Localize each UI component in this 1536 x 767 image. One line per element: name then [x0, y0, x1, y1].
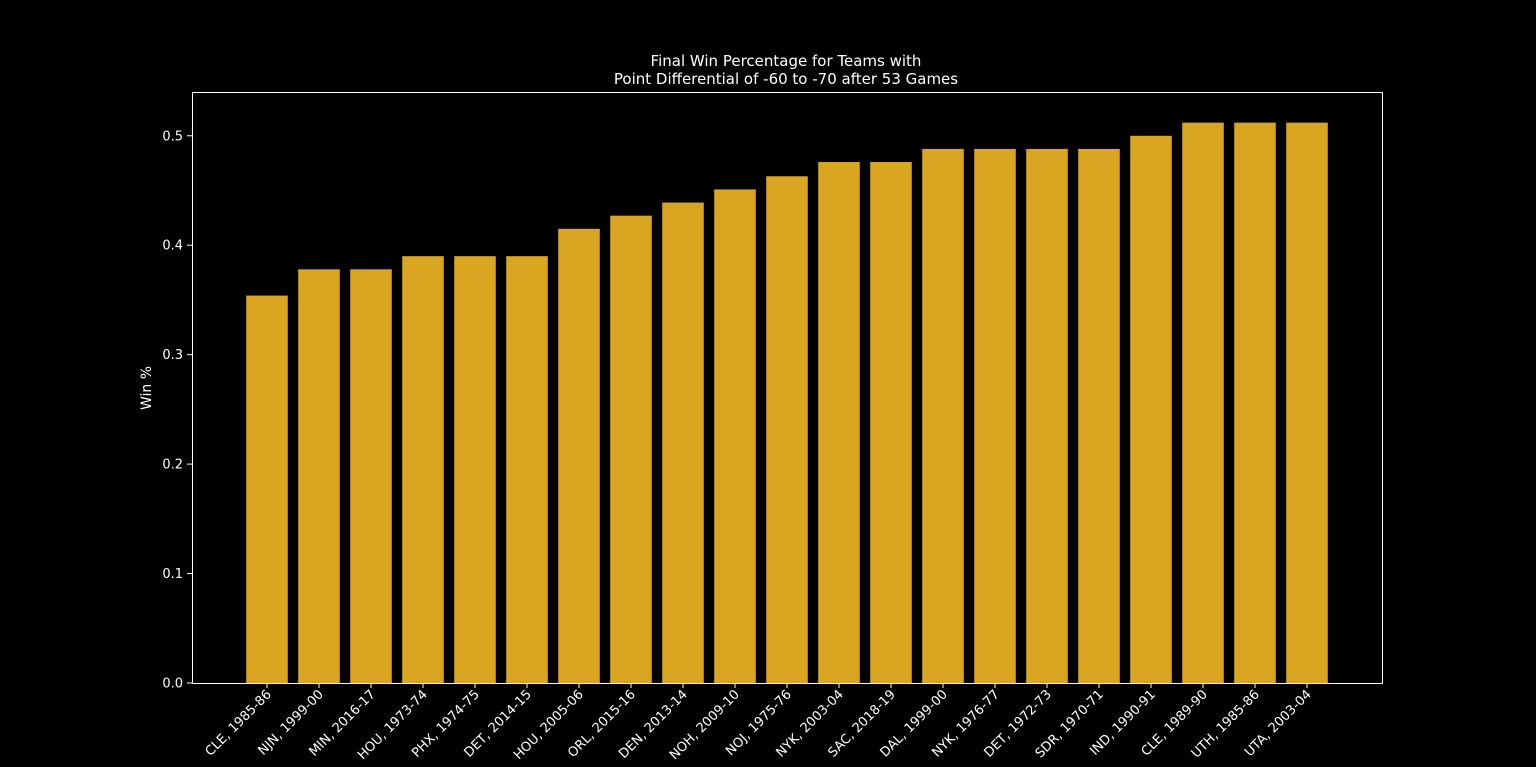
bar-15 — [1026, 148, 1068, 683]
bar-7 — [610, 215, 652, 684]
bar-8 — [662, 202, 704, 684]
y-tick-label: 0.1 — [162, 567, 183, 582]
y-tick-label: 0.5 — [162, 129, 183, 144]
bar-11 — [818, 162, 860, 684]
bar-19 — [1234, 122, 1276, 683]
bar-1 — [298, 269, 340, 683]
y-axis-label: Win % — [139, 366, 155, 410]
y-tick-label: 0.3 — [162, 348, 183, 363]
bar-18 — [1182, 122, 1224, 683]
bar-16 — [1078, 148, 1120, 683]
bar-2 — [350, 269, 392, 683]
bar-6 — [558, 228, 600, 683]
bar-3 — [402, 256, 444, 683]
chart-title-line-1: Final Win Percentage for Teams with — [651, 52, 922, 70]
y-tick-label: 0.2 — [162, 458, 183, 473]
bar-14 — [974, 148, 1016, 683]
y-tick-label: 0.0 — [162, 677, 183, 692]
chart-title-line-2: Point Differential of -60 to -70 after 5… — [614, 70, 958, 88]
bar-0 — [246, 295, 288, 683]
bar-12 — [870, 162, 912, 684]
y-tick-label: 0.4 — [162, 239, 183, 254]
bar-20 — [1286, 122, 1328, 683]
bar-13 — [922, 148, 964, 683]
bar-10 — [766, 176, 808, 683]
bar-17 — [1130, 135, 1172, 683]
bar-9 — [714, 189, 756, 683]
bar-5 — [506, 256, 548, 683]
bar-4 — [454, 256, 496, 683]
